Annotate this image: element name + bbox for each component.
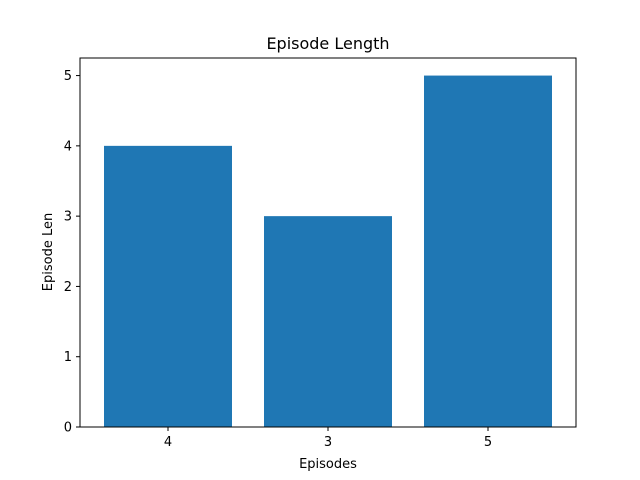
y-tick-label: 1: [64, 350, 72, 365]
bar-3: [264, 216, 392, 427]
x-tick-label: 4: [164, 435, 172, 450]
y-tick-label: 2: [64, 280, 72, 295]
y-tick-label: 3: [64, 210, 72, 225]
bar-5: [424, 75, 552, 428]
chart-title: Episode Length: [266, 34, 389, 53]
bars-group: [104, 75, 552, 428]
x-axis-title: Episodes: [299, 457, 357, 472]
x-ticks-group: 4 3 5: [164, 427, 492, 450]
bar-4: [104, 145, 232, 427]
y-tick-label: 4: [64, 139, 72, 154]
x-tick-label: 5: [484, 435, 492, 450]
y-tick-label: 0: [64, 421, 72, 436]
y-ticks-group: 0 1 2 3 4 5: [64, 69, 80, 436]
y-axis-title: Episode Len: [41, 213, 56, 291]
y-tick-label: 5: [64, 69, 72, 84]
plot-frame: [79, 57, 577, 428]
x-tick-label: 3: [324, 435, 332, 450]
